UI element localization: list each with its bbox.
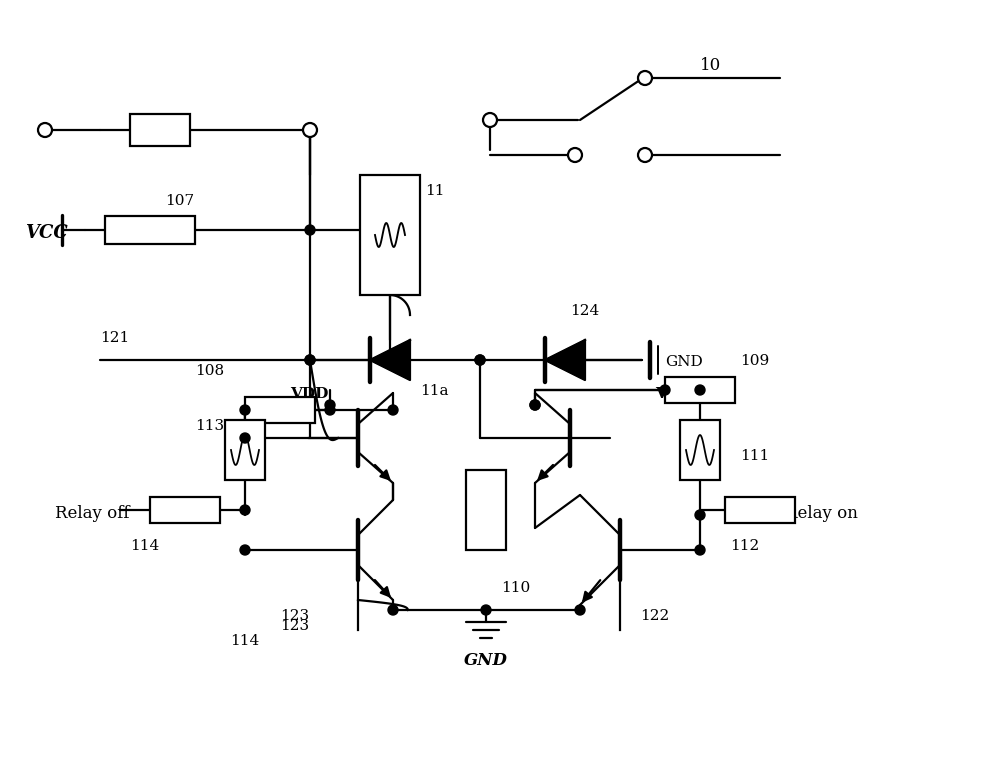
Text: 114: 114 <box>230 634 259 648</box>
Bar <box>725 497 795 523</box>
Bar <box>225 420 265 480</box>
Text: VDD: VDD <box>655 387 693 401</box>
Circle shape <box>530 400 540 410</box>
Text: 122: 122 <box>640 609 669 623</box>
Circle shape <box>303 123 317 137</box>
Text: GND: GND <box>464 652 508 669</box>
Circle shape <box>325 405 335 415</box>
Circle shape <box>481 605 491 615</box>
Text: 10: 10 <box>700 57 721 74</box>
Text: VDD: VDD <box>290 387 328 401</box>
Text: 121: 121 <box>100 331 129 345</box>
Text: 112: 112 <box>730 539 759 553</box>
Text: 123: 123 <box>280 619 309 633</box>
Bar <box>245 397 315 423</box>
Text: VCC: VCC <box>25 224 68 242</box>
Circle shape <box>695 385 705 395</box>
Circle shape <box>38 123 52 137</box>
Circle shape <box>388 605 398 615</box>
Circle shape <box>305 355 315 365</box>
Circle shape <box>575 605 585 615</box>
Circle shape <box>305 225 315 235</box>
Circle shape <box>483 113 497 127</box>
Bar <box>665 377 735 403</box>
Circle shape <box>305 355 315 365</box>
Circle shape <box>695 545 705 555</box>
Circle shape <box>695 510 705 520</box>
Bar <box>466 470 506 550</box>
Text: Relay on: Relay on <box>785 505 858 522</box>
Circle shape <box>475 355 485 365</box>
Circle shape <box>638 148 652 162</box>
Circle shape <box>660 385 670 395</box>
Circle shape <box>240 433 250 443</box>
Polygon shape <box>370 340 410 380</box>
Circle shape <box>568 148 582 162</box>
Text: 111: 111 <box>740 449 769 463</box>
Text: 109: 109 <box>740 354 769 368</box>
Text: 107: 107 <box>165 194 194 208</box>
Bar <box>105 216 195 244</box>
Text: 113: 113 <box>195 419 224 433</box>
Text: 123: 123 <box>280 609 309 623</box>
Text: 11: 11 <box>425 184 444 198</box>
Polygon shape <box>545 340 585 380</box>
Bar <box>360 175 420 295</box>
Text: 110: 110 <box>501 581 530 595</box>
Bar <box>130 114 190 146</box>
Text: Relay off: Relay off <box>55 505 130 522</box>
Text: 124: 124 <box>570 304 599 318</box>
Circle shape <box>325 400 335 410</box>
Text: 11a: 11a <box>420 384 448 398</box>
Text: 108: 108 <box>195 364 224 378</box>
Circle shape <box>240 505 250 515</box>
Circle shape <box>475 355 485 365</box>
Circle shape <box>388 405 398 415</box>
Circle shape <box>530 400 540 410</box>
Circle shape <box>240 405 250 415</box>
Circle shape <box>240 545 250 555</box>
Text: GND: GND <box>665 355 703 369</box>
Bar <box>680 420 720 480</box>
Bar <box>150 497 220 523</box>
Circle shape <box>638 71 652 85</box>
Text: 114: 114 <box>130 539 159 553</box>
